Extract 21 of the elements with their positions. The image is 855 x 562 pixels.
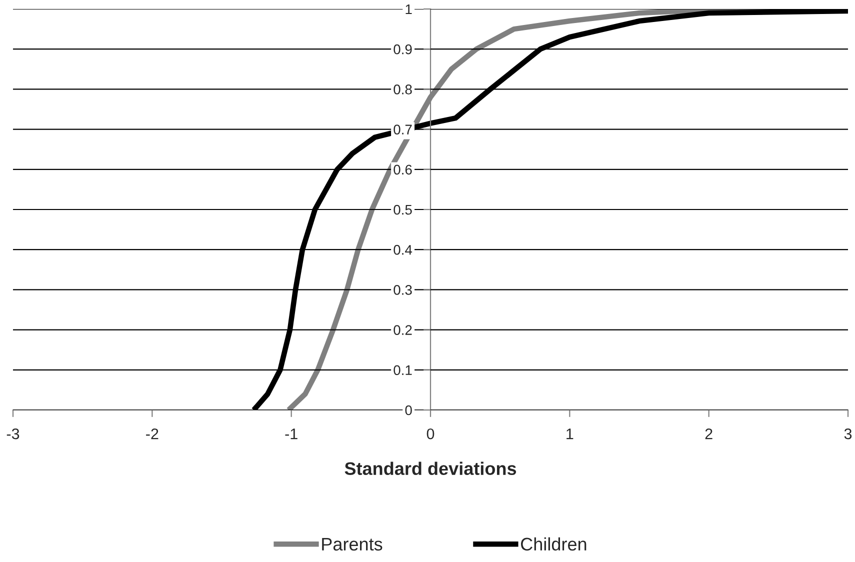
x-tick-label: 2: [705, 428, 712, 440]
x-tick-label: 0: [426, 428, 434, 440]
x-tick-label: -3: [6, 428, 20, 440]
y-tick-label: 0.2: [394, 325, 412, 335]
y-tick-label: 0.7: [394, 124, 412, 134]
x-axis-title: Standard deviations: [344, 462, 516, 476]
legend-label: Children: [520, 537, 586, 551]
y-tick-label: 1: [406, 4, 412, 14]
y-tick-label: 0.8: [394, 84, 412, 94]
y-tick-label: 0.4: [394, 244, 412, 255]
y-tick-label: 0.6: [394, 164, 412, 175]
legend-label: Parents: [322, 538, 382, 551]
y-tick-label: 0.9: [394, 44, 412, 54]
y-tick-label: 0.1: [394, 365, 412, 376]
y-tick-label: 0.5: [394, 204, 412, 215]
y-tick-label: 0.3: [394, 285, 412, 295]
x-tick-label: -2: [146, 428, 158, 440]
x-tick-label: 3: [844, 428, 852, 440]
x-tick-label: 1: [566, 428, 574, 440]
y-tick-label: 0: [405, 405, 412, 416]
x-tick-label: -1: [285, 428, 298, 440]
